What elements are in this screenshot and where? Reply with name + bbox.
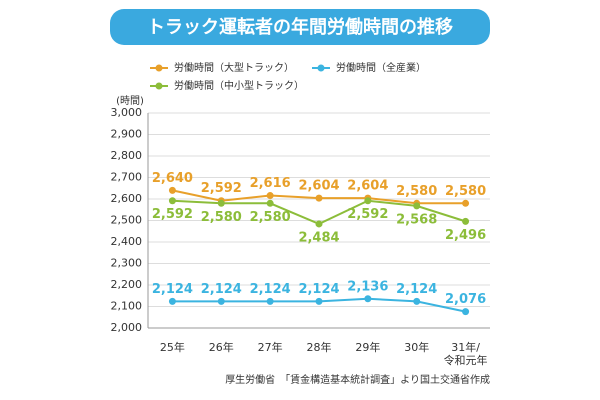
data-label: 2,568 bbox=[396, 212, 437, 227]
data-point bbox=[266, 199, 274, 207]
data-label: 2,616 bbox=[250, 176, 291, 191]
y-tick-label: 2,200 bbox=[111, 278, 143, 291]
x-tick-label: 30年 bbox=[404, 340, 429, 354]
y-tick-label: 2,000 bbox=[111, 321, 143, 334]
x-tick-label: 28年 bbox=[307, 340, 332, 354]
data-label: 2,124 bbox=[250, 282, 291, 297]
source: 厚生労働省 「賃金構造基本統計調査」より国土交通省作成 bbox=[225, 373, 490, 386]
chart-title: トラック運転者の年間労働時間の推移 bbox=[147, 16, 453, 38]
data-point bbox=[315, 220, 323, 228]
data-label: 2,604 bbox=[347, 179, 388, 194]
data-point bbox=[168, 186, 176, 194]
y-tick-label: 2,300 bbox=[111, 257, 143, 270]
y-tick-label: 2,900 bbox=[111, 128, 143, 141]
y-tick-label: 2,800 bbox=[111, 149, 143, 162]
legend-label: 労働時間（大型トラック） bbox=[174, 61, 294, 74]
data-label: 2,640 bbox=[152, 171, 193, 186]
data-point bbox=[364, 295, 372, 303]
data-label: 2,580 bbox=[445, 184, 486, 199]
x-tick-label: 29年 bbox=[355, 340, 380, 354]
data-point bbox=[462, 217, 470, 225]
data-label: 2,604 bbox=[298, 179, 339, 194]
data-label: 2,580 bbox=[396, 184, 437, 199]
data-point bbox=[462, 199, 470, 207]
data-label: 2,580 bbox=[201, 210, 242, 225]
data-label: 2,592 bbox=[201, 181, 242, 196]
data-label: 2,592 bbox=[152, 207, 193, 222]
data-label: 2,484 bbox=[298, 230, 339, 245]
data-point bbox=[266, 192, 274, 200]
data-point bbox=[364, 197, 372, 205]
data-point bbox=[462, 308, 470, 316]
legend-marker bbox=[155, 64, 163, 72]
x-tick-label: 26年 bbox=[209, 340, 234, 354]
data-point bbox=[413, 202, 421, 210]
y-tick-label: 2,500 bbox=[111, 214, 143, 227]
legend-marker bbox=[317, 64, 325, 72]
data-point bbox=[266, 297, 274, 305]
x-tick-label: 31年/ bbox=[451, 340, 480, 354]
data-label: 2,076 bbox=[445, 292, 486, 307]
x-tick-label: 25年 bbox=[160, 340, 185, 354]
legend-marker bbox=[155, 82, 163, 90]
y-tick-label: 3,000 bbox=[111, 106, 143, 119]
y-tick-label: 2,600 bbox=[111, 192, 143, 205]
y-tick-label: 2,400 bbox=[111, 235, 143, 248]
data-label: 2,124 bbox=[396, 282, 437, 297]
data-point bbox=[168, 197, 176, 205]
title-banner bbox=[110, 9, 490, 45]
data-label: 2,592 bbox=[347, 207, 388, 222]
data-point bbox=[315, 194, 323, 202]
data-point bbox=[315, 297, 323, 305]
data-point bbox=[217, 199, 225, 207]
legend-label: 労働時間（全産業） bbox=[336, 61, 426, 74]
data-point bbox=[413, 297, 421, 305]
data-label: 2,496 bbox=[445, 228, 486, 243]
y-tick-label: 2,100 bbox=[111, 300, 143, 313]
x-tick-label: 27年 bbox=[258, 340, 283, 354]
data-label: 2,124 bbox=[298, 282, 339, 297]
data-point bbox=[168, 297, 176, 305]
data-label: 2,136 bbox=[347, 279, 388, 294]
data-label: 2,124 bbox=[201, 282, 242, 297]
legend-label: 労働時間（中小型トラック） bbox=[174, 79, 304, 92]
data-label: 2,580 bbox=[250, 210, 291, 225]
data-label: 2,124 bbox=[152, 282, 193, 297]
data-point bbox=[217, 297, 225, 305]
y-axis-label: (時間) bbox=[116, 95, 144, 107]
x-tick-label: 令和元年 bbox=[444, 353, 488, 367]
y-tick-label: 2,700 bbox=[111, 171, 143, 184]
